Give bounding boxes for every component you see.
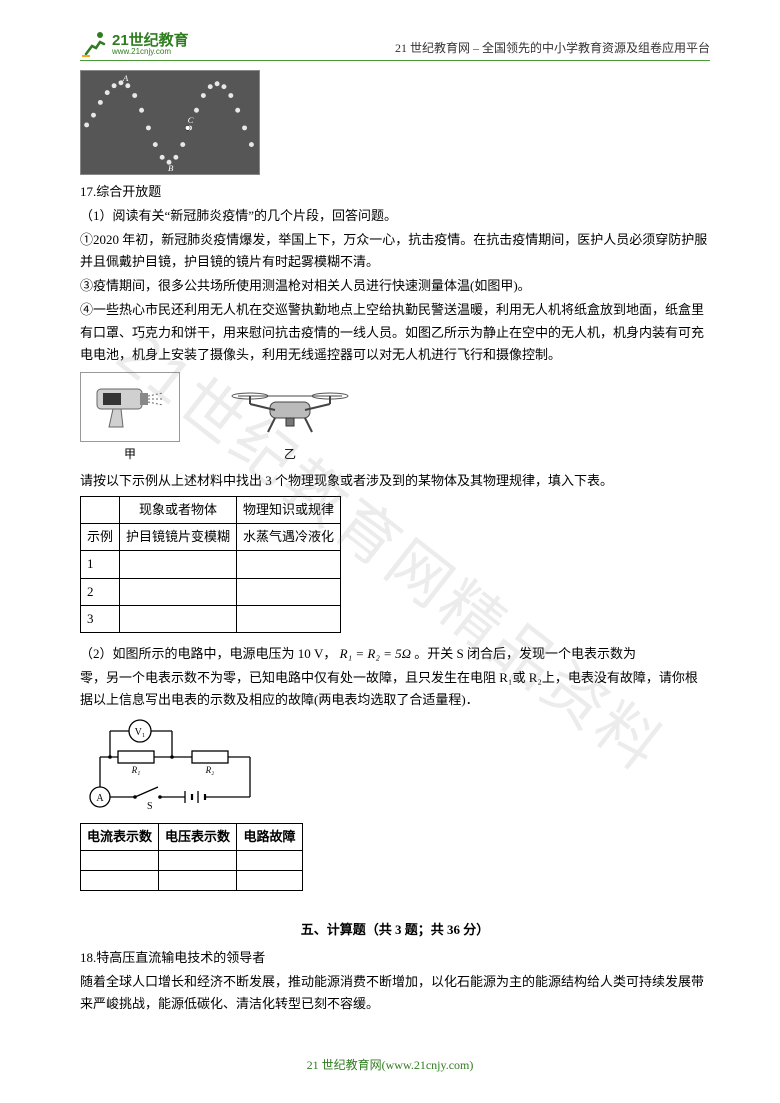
header-tagline: 21 世纪教育网 – 全国领先的中小学教育资源及组卷应用平台 [395,38,710,58]
section-5-title: 五、计算题（共 3 题；共 36 分） [80,919,710,941]
logo-main-text: 21世纪教育 [112,33,189,48]
q17-p4: ④一些热心市民还利用无人机在交巡警执勤地点上空给执勤民警送温暖，利用无人机将纸盒… [80,299,710,365]
table-row: 3 [81,605,341,632]
ir-gun-figure [80,372,180,442]
fault-h1: 电流表示数 [81,823,159,850]
q17-p5a: （2）如图所示的电路中，电源电压为 10 V， [80,646,336,661]
q17-number: 17.综合开放题 [80,181,710,203]
q17-p2: ①2020 年初，新冠肺炎疫情爆发，举国上下，万众一心，抗击疫情。在抗击疫情期间… [80,229,710,273]
fault-table: 电流表示数 电压表示数 电路故障 [80,823,303,891]
logo-sub-text: www.21cnjy.com [112,48,189,56]
circuit-diagram: V₁ R₁ R₂ A S [80,717,270,817]
table-example-c2: 水蒸气遇冷液化 [237,524,341,551]
fault-h2: 电压表示数 [159,823,237,850]
svg-text:A: A [96,793,104,804]
table-r3: 3 [81,605,120,632]
q18-body: 随着全球人口增长和经济不断发展，推动能源消费不断增加，以化石能源为主的能源结构给… [80,971,710,1015]
page-footer: 21 世纪教育网(www.21cnjy.com) [0,1055,780,1075]
svg-text:R₁: R₁ [131,765,141,775]
physics-table: 现象或者物体 物理知识或规律 示例 护目镜镜片变模糊 水蒸气遇冷液化 1 2 3 [80,496,341,632]
svg-text:C: C [188,115,194,125]
figure-a-caption: 甲 [80,444,180,464]
q17-p3: ③疫情期间，很多公共场所使用测温枪对相关人员进行快速测量体温(如图甲)。 [80,275,710,297]
table-header-blank [81,497,120,524]
figures-row: 甲 乙 [80,372,710,464]
table-row [81,871,303,891]
q17-table-intro: 请按以下示例从上述材料中找出 3 个物理现象或者涉及到的某物体及其物理规律，填入… [80,470,710,492]
table-header-1: 现象或者物体 [120,497,237,524]
svg-text:S: S [147,801,153,812]
svg-text:A: A [122,73,129,83]
table-row: 现象或者物体 物理知识或规律 [81,497,341,524]
wave-figure: A C B [80,70,260,175]
page-content: A C B 17.综合开放题 （1）阅读有关“新冠肺炎疫情”的几个片段，回答问题… [80,70,710,1015]
q18-number: 18.特高压直流输电技术的领导者 [80,947,710,969]
figure-b-caption: 乙 [220,444,360,464]
runner-icon [80,30,108,58]
q17-p5: （2）如图所示的电路中，电源电压为 10 V， R₁ = R₂ = 5Ω 。开关… [80,643,710,665]
table-row: 电流表示数 电压表示数 电路故障 [81,823,303,850]
drone-figure [220,377,360,442]
table-example-c1: 护目镜镜片变模糊 [120,524,237,551]
svg-text:R₂: R₂ [205,765,215,775]
q17-p1: （1）阅读有关“新冠肺炎疫情”的几个片段，回答问题。 [80,205,710,227]
table-header-2: 物理知识或规律 [237,497,341,524]
table-r2: 2 [81,578,120,605]
svg-text:V₁: V₁ [135,727,146,738]
svg-text:B: B [168,163,174,173]
table-row: 1 [81,551,341,578]
table-r1: 1 [81,551,120,578]
logo: 21世纪教育 www.21cnjy.com [80,30,189,58]
fault-h3: 电路故障 [237,823,303,850]
figure-a-wrap: 甲 [80,372,180,464]
table-row: 2 [81,578,341,605]
q17-p6: 零，另一个电表示数不为零，已知电路中仅有处一故障，且只发生在电阻 R₁或 R₂上… [80,667,710,711]
q17-p5b: 。开关 S 闭合后，发现一个电表示数为 [414,646,636,661]
q17-equation: R₁ = R₂ = 5Ω [340,646,411,661]
page-header: 21世纪教育 www.21cnjy.com 21 世纪教育网 – 全国领先的中小… [80,30,710,61]
figure-b-wrap: 乙 [220,377,360,464]
table-example-label: 示例 [81,524,120,551]
table-row [81,851,303,871]
table-row: 示例 护目镜镜片变模糊 水蒸气遇冷液化 [81,524,341,551]
